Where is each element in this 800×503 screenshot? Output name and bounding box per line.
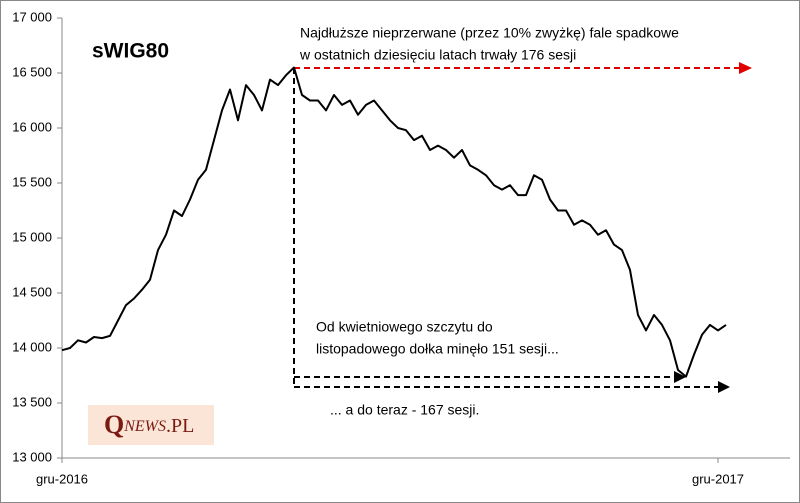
y-tick-label: 15 500	[12, 174, 52, 189]
y-tick-label: 13 500	[12, 394, 52, 409]
logo-pl: .PL	[166, 415, 194, 437]
line	[61, 66, 727, 378]
annotation: w ostatnich dziesięciu latach trwały 176…	[299, 47, 576, 63]
arrows	[293, 67, 745, 388]
red-arrow-head	[739, 62, 752, 74]
y-tick-label: 13 000	[12, 449, 52, 464]
annotation: listopadowego dołka minęło 151 sesji...	[316, 341, 559, 357]
x-tick-label: gru-2017	[692, 471, 744, 486]
annotation: Najdłuższe nieprzerwane (przez 10% zwyżk…	[300, 25, 679, 41]
logo: QNEWS.PL	[104, 410, 194, 439]
logo-q: Q	[104, 410, 124, 439]
y-tick-label: 16 500	[12, 64, 52, 79]
y-tick-label: 15 000	[12, 229, 52, 244]
arrow-head	[718, 381, 730, 393]
arrow-head	[674, 371, 686, 383]
y-tick-label: 16 000	[12, 119, 52, 134]
annotation: Od kwietniowego szczytu do	[316, 319, 493, 335]
y-tick-label: 14 000	[12, 339, 52, 354]
x-tick-label: gru-2016	[36, 471, 88, 486]
annotation: ... a do teraz - 167 sesji.	[330, 402, 479, 418]
y-tick-label: 17 000	[12, 9, 52, 24]
logo-news: NEWS	[123, 418, 166, 435]
logo-box	[88, 405, 214, 445]
y-tick-label: 14 500	[12, 284, 52, 299]
chart-title: sWIG80	[92, 40, 169, 63]
